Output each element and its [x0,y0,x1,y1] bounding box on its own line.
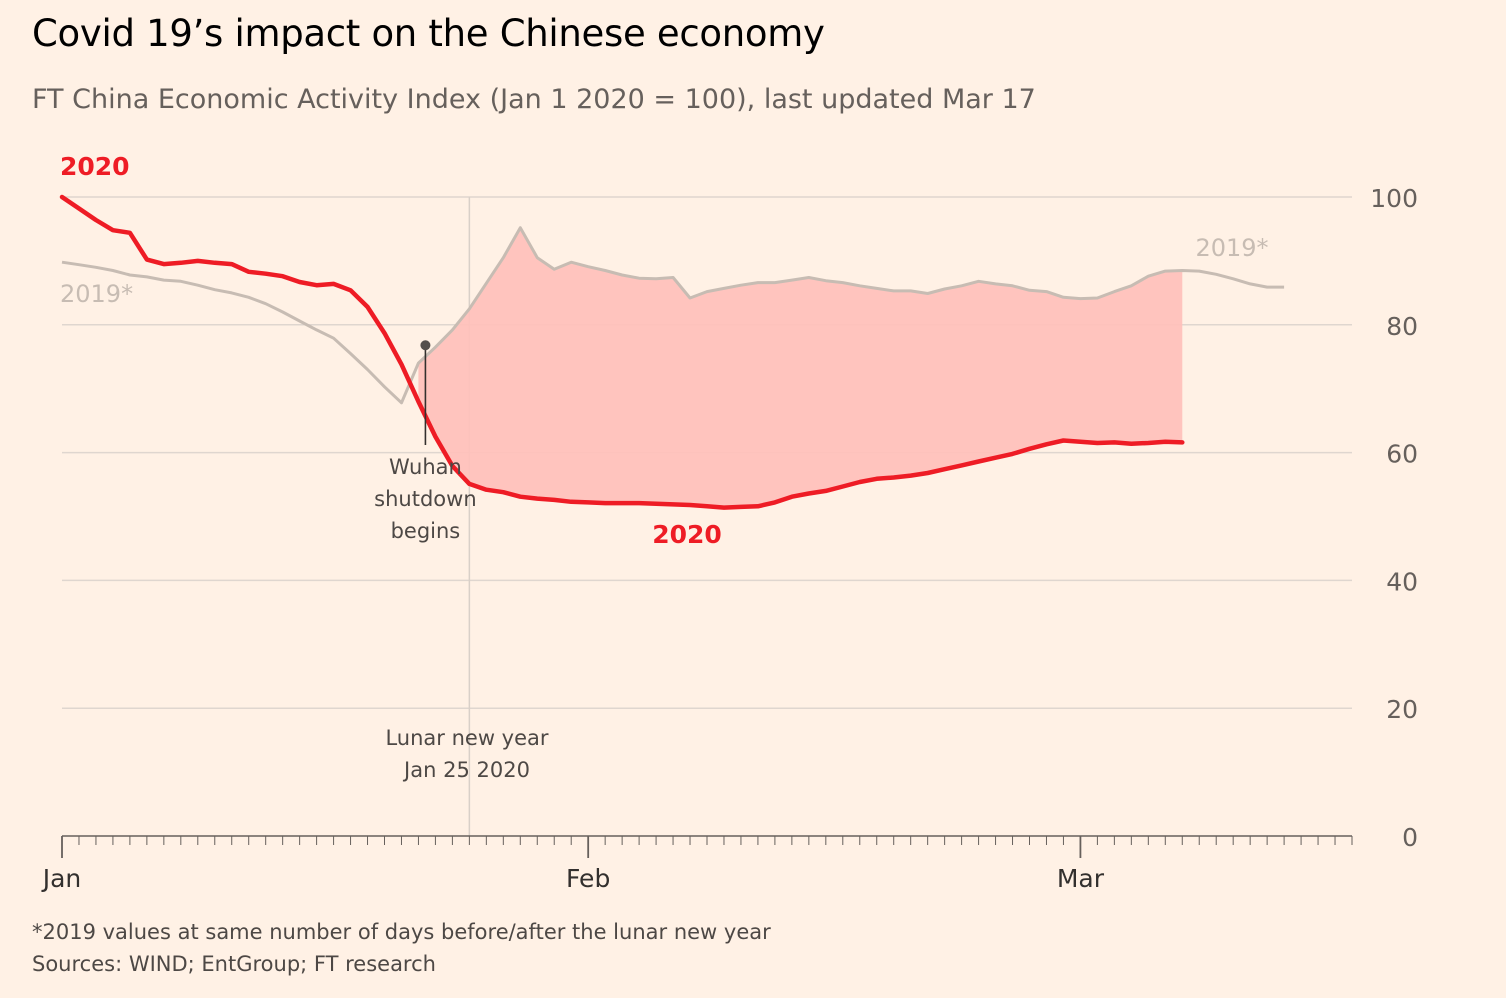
wuhan-annotation-text-1: shutdown [374,487,476,511]
series-label-2019-start: 2019* [60,280,133,308]
chart-labels: 2020 2020 2019* 2019* Wuhan shutdown begins Lun… [60,152,1269,782]
series-label-2020-end: 2020 [652,520,722,549]
series-line-2020 [59,194,1185,510]
series-label-2019-end: 2019* [1195,234,1268,262]
series-label-2020-start: 2020 [60,152,130,181]
sources-note: Sources: WIND; EntGroup; FT research [32,952,436,976]
wuhan-annotation-text-0: Wuhan [389,455,462,479]
gap-area-fill [418,227,1183,508]
wuhan-annotation-text-2: begins [391,519,461,543]
x-tick-label-feb: Feb [566,864,610,893]
gap-area [418,227,1183,508]
x-tick-label-jan: Jan [41,864,82,893]
lunar-new-year-text-0: Lunar new year [385,726,548,750]
y-tick-label-20: 20 [1386,695,1418,724]
y-tick-label-0: 0 [1402,823,1418,852]
chart-subtitle: FT China Economic Activity Index (Jan 1 … [32,84,1036,115]
lunar-new-year-text-1: Jan 25 2020 [402,758,530,782]
y-tick-label-60: 60 [1386,440,1418,469]
y-tick-label-80: 80 [1386,312,1418,341]
footnote: *2019 values at same number of days befo… [32,920,771,944]
series-lines [59,194,1285,510]
series-line-2019 [61,226,1285,405]
y-tick-label-40: 40 [1386,567,1418,596]
x-axis: Jan Feb Mar [41,835,1353,893]
x-tick-label-mar: Mar [1057,864,1105,893]
wuhan-annotation-dot [420,340,431,351]
chart-title: Covid 19’s impact on the Chinese economy [32,12,825,55]
y-tick-label-100: 100 [1370,184,1418,213]
